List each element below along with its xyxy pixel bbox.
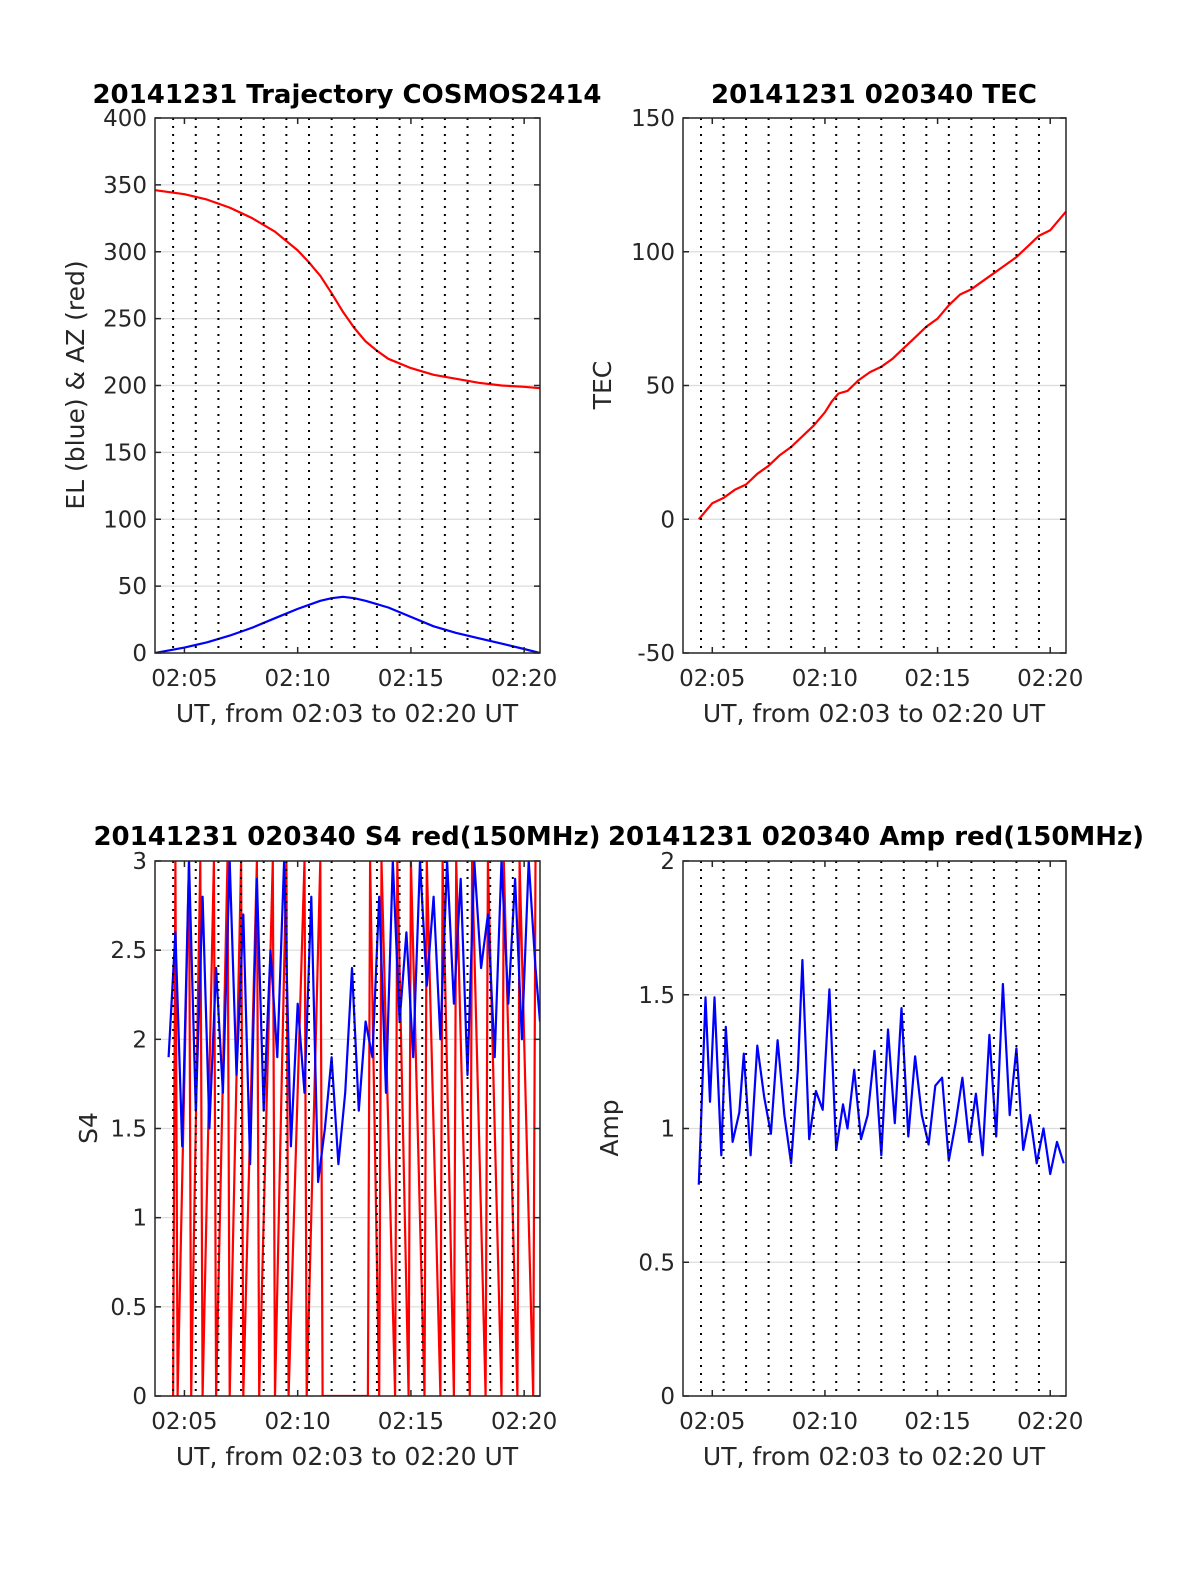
series-line-0	[155, 189, 540, 390]
x-axis-label: UT, from 02:03 to 02:20 UT	[703, 699, 1046, 728]
y-axis-label: Amp	[595, 1099, 624, 1156]
x-tick-label: 02:05	[679, 1409, 745, 1435]
y-tick-label: 100	[103, 507, 147, 533]
y-tick-label: 250	[103, 307, 147, 333]
y-tick-label: 0.5	[110, 1295, 147, 1321]
y-tick-label: 0	[132, 641, 147, 667]
chart-trajectory: 20141231 Trajectory COSMOS2414 0 50 100 150…	[61, 80, 602, 728]
y-tick-label: 1.5	[110, 1117, 147, 1143]
x-axis-label: UT, from 02:03 to 02:20 UT	[176, 1442, 519, 1471]
x-tick-label: 02:10	[792, 1409, 858, 1435]
x-tick-label: 02:05	[151, 666, 217, 692]
series-line-0	[172, 861, 537, 1396]
chart-title: 20141231 020340 S4 red(150MHz)	[93, 822, 600, 852]
x-tick-label: 02:15	[904, 1409, 970, 1435]
y-tick-label: 3	[132, 849, 147, 875]
series-group	[697, 958, 1065, 1185]
y-tick-label: 0.5	[638, 1250, 675, 1276]
y-tick-label: -50	[637, 641, 675, 667]
x-tick-label: 02:05	[679, 666, 745, 692]
x-tick-label: 02:05	[151, 1409, 217, 1435]
y-tick-label: 150	[631, 106, 675, 132]
y-tick-label: 0	[660, 507, 675, 533]
series-line-0	[697, 958, 1065, 1185]
y-tick-label: 2.5	[110, 938, 147, 964]
series-group	[155, 189, 540, 653]
x-tick-label: 02:20	[1017, 666, 1083, 692]
y-tick-label: 100	[631, 240, 675, 266]
chart-title: 20141231 020340 TEC	[711, 80, 1037, 110]
y-tick-label: 2	[132, 1027, 147, 1053]
y-tick-label: 200	[103, 374, 147, 400]
x-axis-label: UT, from 02:03 to 02:20 UT	[703, 1442, 1046, 1471]
series-group	[167, 861, 540, 1396]
chart-amp: 20141231 020340 Amp red(150MHz) 0 0.5 1 1.5…	[595, 822, 1144, 1471]
y-tick-label: 300	[103, 240, 147, 266]
x-tick-label: 02:15	[378, 1409, 444, 1435]
x-tick-label: 02:15	[904, 666, 970, 692]
x-tick-label: 02:20	[491, 1409, 557, 1435]
y-tick-label: 1	[132, 1206, 147, 1232]
y-tick-label: 50	[118, 574, 147, 600]
series-group	[697, 210, 1066, 521]
y-tick-label: 400	[103, 106, 147, 132]
x-tick-label: 02:20	[1017, 1409, 1083, 1435]
x-axis-label: UT, from 02:03 to 02:20 UT	[176, 699, 519, 728]
x-tick-label: 02:15	[378, 666, 444, 692]
x-tick-label: 02:10	[792, 666, 858, 692]
y-tick-label: 1.5	[638, 983, 675, 1009]
x-tick-label: 02:10	[265, 1409, 331, 1435]
chart-tec: 20141231 020340 TEC -50 0 50 100 150 02:05 02:…	[588, 80, 1083, 728]
chart-title: 20141231 020340 Amp red(150MHz)	[608, 822, 1144, 852]
y-axis-label: S4	[74, 1112, 103, 1144]
chart-title: 20141231 Trajectory COSMOS2414	[92, 80, 601, 110]
y-axis-label: TEC	[588, 361, 617, 411]
series-line-0	[697, 210, 1066, 521]
y-tick-label: 0	[132, 1384, 147, 1410]
y-tick-label: 2	[660, 849, 675, 875]
y-tick-label: 1	[660, 1117, 675, 1143]
y-tick-label: 350	[103, 173, 147, 199]
series-line-1	[167, 861, 540, 1184]
x-tick-label: 02:20	[491, 666, 557, 692]
x-tick-label: 02:10	[265, 666, 331, 692]
y-tick-label: 150	[103, 440, 147, 466]
y-tick-label: 50	[646, 374, 675, 400]
series-line-1	[155, 595, 540, 653]
y-tick-label: 0	[660, 1384, 675, 1410]
y-axis-label: EL (blue) & AZ (red)	[61, 260, 90, 509]
chart-s4: 20141231 020340 S4 red(150MHz) 0 0.5 1 1.5 2…	[74, 822, 601, 1471]
